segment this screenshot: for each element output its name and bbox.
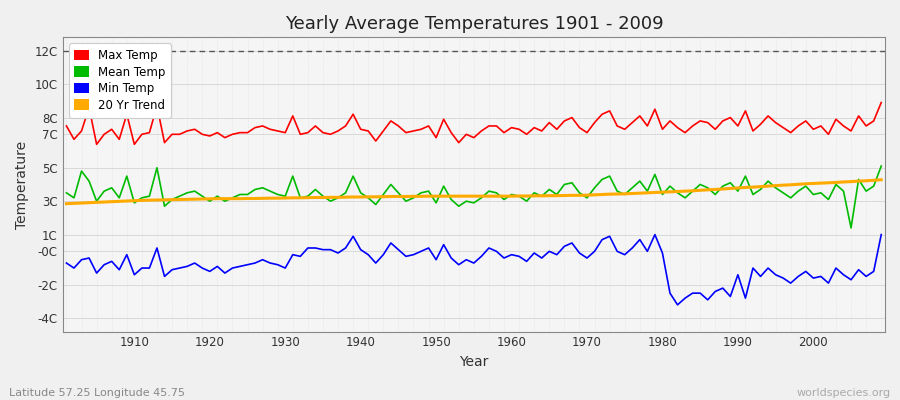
Legend: Max Temp, Mean Temp, Min Temp, 20 Yr Trend: Max Temp, Mean Temp, Min Temp, 20 Yr Tre… xyxy=(68,43,171,118)
X-axis label: Year: Year xyxy=(459,355,489,369)
Text: worldspecies.org: worldspecies.org xyxy=(796,388,891,398)
Y-axis label: Temperature: Temperature xyxy=(15,140,29,228)
Title: Yearly Average Temperatures 1901 - 2009: Yearly Average Temperatures 1901 - 2009 xyxy=(284,15,663,33)
Text: Latitude 57.25 Longitude 45.75: Latitude 57.25 Longitude 45.75 xyxy=(9,388,185,398)
